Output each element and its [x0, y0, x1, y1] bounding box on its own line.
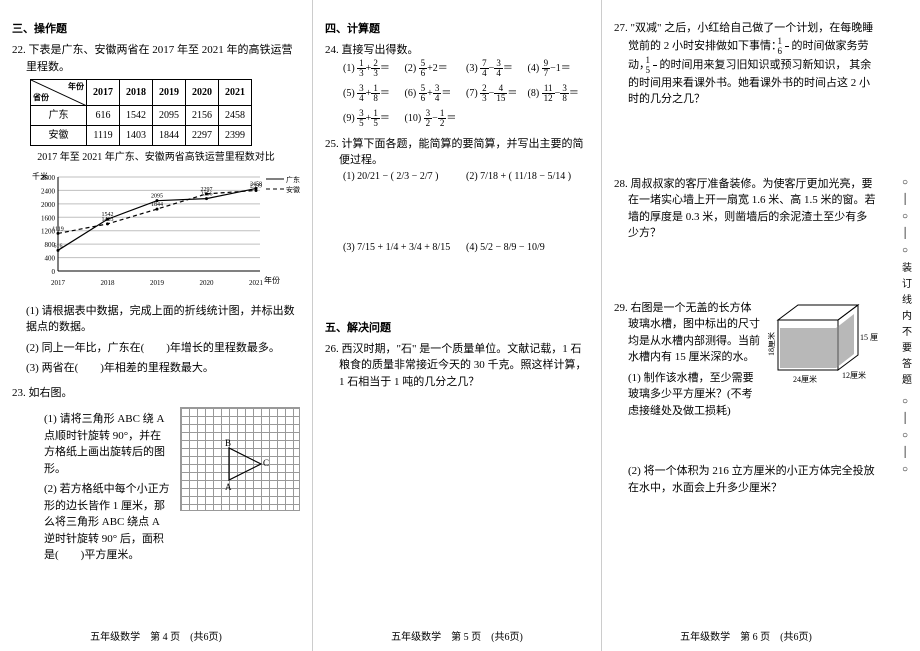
- table-row: 安徽 1119 1403 1844 2297 2399: [31, 126, 252, 146]
- y2018: 2018: [120, 80, 153, 106]
- q22-stem: 22. 下表是广东、安徽两省在 2017 年至 2021 年的高铁运营里程数。: [26, 42, 300, 75]
- q27-stem: 27. "双减" 之后，小红给自己做了一个计划，在每晚睡觉前的 2 小时安排做如…: [628, 20, 878, 108]
- q28: 28. 周叔叔家的客厅准备装修。为使客厅更加光亮，要在一堵实心墙上开一扇宽 1.…: [614, 176, 878, 242]
- q26-stem: 26. 西汉时期，"石" 是一个质量单位。文献记载，1 石粮食的质量非常接近今天…: [339, 341, 589, 391]
- q29: 29. 右图是一个无盖的长方体玻璃水槽，图中标出的尺寸均是从水槽内部测得。当前水…: [614, 300, 878, 497]
- q23-sub2: (2) 若方格纸中每个小正方形的边长皆作 1 厘米，那么将三角形 ABC 绕点 …: [44, 481, 170, 564]
- svg-text:2019: 2019: [150, 279, 165, 287]
- q23: 23. 如右图。 (1) 请将三角形 ABC 绕 A 点顺时针旋转 90°，并在…: [12, 385, 300, 564]
- calc-item: (1) 13+23＝: [343, 59, 405, 78]
- svg-text:千米: 千米: [32, 171, 48, 181]
- q25-2: (2) 7/18 + ( 11/18 − 5/14 ): [466, 169, 589, 184]
- q22: 22. 下表是广东、安徽两省在 2017 年至 2021 年的高铁运营里程数。 …: [12, 42, 300, 377]
- q25-4: (4) 5/2 − 8/9 − 10/9: [466, 240, 589, 255]
- svg-text:24厘米: 24厘米: [793, 374, 817, 384]
- binding-margin: ○│ ○│ ○ 装订线内不要答题 ○│ ○│ ○: [890, 0, 920, 651]
- calc-item: (6) 56+34＝: [405, 84, 467, 103]
- q27: 27. "双减" 之后，小红给自己做了一个计划，在每晚睡觉前的 2 小时安排做如…: [614, 20, 878, 108]
- svg-text:18厘米: 18厘米: [768, 332, 776, 356]
- y2017: 2017: [87, 80, 120, 106]
- q23-sub1: (1) 请将三角形 ABC 绕 A 点顺时针旋转 90°，并在方格纸上画出旋转后…: [44, 411, 170, 477]
- q22-sub1: (1) 请根据表中数据，完成上面的折线统计图，并标出数据点的数据。: [26, 303, 300, 336]
- q22-sub2: (2) 同上一年比，广东在( )年增长的里程数最多。: [26, 340, 300, 357]
- calc-item: (10) 32−12＝: [405, 109, 467, 128]
- svg-text:0: 0: [52, 268, 56, 276]
- q25-1: (1) 20/21 − ( 2/3 − 2/7 ): [343, 169, 466, 184]
- calc-item: [466, 109, 528, 128]
- table-row: 广东 616 1542 2095 2156 2458: [31, 106, 252, 126]
- svg-text:2000: 2000: [41, 201, 56, 209]
- svg-text:616: 616: [54, 243, 63, 249]
- calc-item: [528, 109, 590, 128]
- svg-text:广东: 广东: [286, 175, 300, 184]
- q25-3: (3) 7/15 + 1/4 + 3/4 + 8/15: [343, 240, 466, 255]
- svg-text:2399: 2399: [250, 183, 262, 189]
- svg-text:15 厘米: 15 厘米: [860, 332, 878, 342]
- page4-footer: 五年级数学 第 4 页 (共6页): [0, 628, 312, 643]
- chart-title: 2017 年至 2021 年广东、安徽两省高铁运营里程数对比: [12, 150, 300, 165]
- svg-text:1403: 1403: [102, 217, 114, 223]
- svg-text:2020: 2020: [200, 279, 215, 287]
- q22-table: 年份 省份 2017 2018 2019 2020 2021 广东 616 15…: [30, 79, 252, 146]
- tank-figure: 15 厘米 18厘米 24厘米 12厘米: [768, 300, 878, 396]
- svg-text:400: 400: [45, 255, 56, 263]
- svg-text:2017: 2017: [51, 279, 66, 287]
- q24: 24. 直接写出得数。 (1) 13+23＝(2) 56+2＝(3) 74−34…: [325, 42, 589, 128]
- section-4-title: 四、计算题: [325, 20, 589, 36]
- q26: 26. 西汉时期，"石" 是一个质量单位。文献记载，1 石粮食的质量非常接近今天…: [325, 341, 589, 391]
- calc-item: (7) 23−415＝: [466, 84, 528, 103]
- q29-sub2: (2) 将一个体积为 216 立方厘米的小正方体完全投放在水中，水面会上升多少厘…: [628, 463, 878, 496]
- q29-sub1: (1) 制作该水槽，至少需要玻璃多少平方厘米？(不考虑接缝处及做工损耗): [628, 370, 760, 420]
- table-corner: 年份 省份: [31, 80, 87, 106]
- q22-sub3: (3) 两省在( )年相差的里程数最大。: [26, 360, 300, 377]
- q29-stem: 29. 右图是一个无盖的长方体玻璃水槽，图中标出的尺寸均是从水槽内部测得。当前水…: [628, 300, 760, 366]
- svg-text:安徽: 安徽: [286, 185, 300, 194]
- page5-footer: 五年级数学 第 5 页 (共6页): [313, 628, 601, 643]
- calc-item: (5) 34+18＝: [343, 84, 405, 103]
- svg-text:1600: 1600: [41, 214, 56, 222]
- calc-item: (3) 74−34＝: [466, 59, 528, 78]
- svg-text:1119: 1119: [52, 226, 64, 232]
- calc-item: (2) 56+2＝: [405, 59, 467, 78]
- svg-text:2400: 2400: [41, 187, 56, 195]
- q23-stem: 23. 如右图。: [26, 385, 300, 402]
- q25-stem: 25. 计算下面各题，能简算的要简算，并写出主要的简便过程。: [339, 136, 589, 169]
- answer-grid: A B C: [180, 407, 300, 511]
- svg-text:12厘米: 12厘米: [842, 370, 866, 380]
- q28-stem: 28. 周叔叔家的客厅准备装修。为使客厅更加光亮，要在一堵实心墙上开一扇宽 1.…: [628, 176, 878, 242]
- section-3-title: 三、操作题: [12, 20, 300, 36]
- svg-text:年份: 年份: [264, 275, 280, 285]
- y2021: 2021: [219, 80, 252, 106]
- svg-text:2018: 2018: [101, 279, 116, 287]
- svg-text:C: C: [263, 458, 269, 468]
- svg-text:2297: 2297: [201, 187, 213, 193]
- page-6: 27. "双减" 之后，小红给自己做了一个计划，在每晚睡觉前的 2 小时安排做如…: [602, 0, 890, 651]
- q25: 25. 计算下面各题，能简算的要简算，并写出主要的简便过程。 (1) 20/21…: [325, 136, 589, 311]
- page6-footer: 五年级数学 第 6 页 (共6页): [602, 628, 890, 643]
- svg-text:A: A: [225, 482, 232, 492]
- q24-stem: 24. 直接写出得数。: [339, 42, 589, 59]
- calc-item: (9) 35+15＝: [343, 109, 405, 128]
- binding-text: 装订线内不要答题: [898, 262, 913, 390]
- line-chart: 0400800120016002000240028002017201820192…: [30, 169, 300, 299]
- svg-text:B: B: [225, 438, 231, 448]
- calc-item: (8) 1112−38＝: [528, 84, 590, 103]
- svg-text:1844: 1844: [151, 202, 163, 208]
- page-4: 三、操作题 22. 下表是广东、安徽两省在 2017 年至 2021 年的高铁运…: [0, 0, 313, 651]
- calc-item: (4) 97−1＝: [528, 59, 590, 78]
- svg-text:2021: 2021: [249, 279, 264, 287]
- section-5-title: 五、解决问题: [325, 319, 589, 335]
- svg-text:2095: 2095: [151, 194, 163, 200]
- y2020: 2020: [186, 80, 219, 106]
- page-5: 四、计算题 24. 直接写出得数。 (1) 13+23＝(2) 56+2＝(3)…: [313, 0, 602, 651]
- y2019: 2019: [153, 80, 186, 106]
